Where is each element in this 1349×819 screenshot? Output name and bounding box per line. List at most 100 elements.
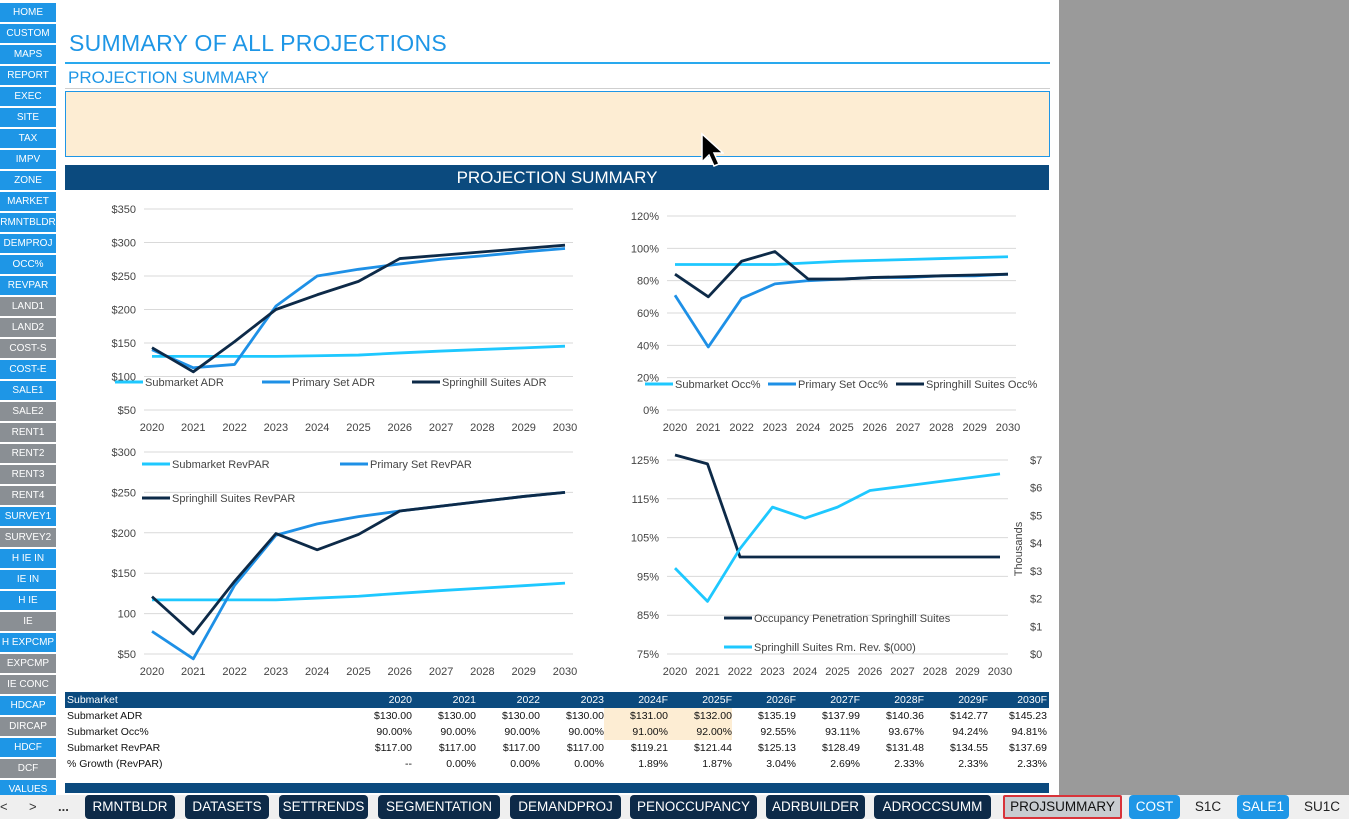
- sidebar-item-zone[interactable]: ZONE: [0, 171, 56, 192]
- sidebar-item-hdcap[interactable]: HDCAP: [0, 696, 56, 717]
- table-cell[interactable]: $117.00: [502, 742, 540, 754]
- sidebar-item-maps[interactable]: MAPS: [0, 45, 56, 66]
- sidebar-item-rent4[interactable]: RENT4: [0, 486, 56, 507]
- tab-sale1[interactable]: SALE1: [1237, 795, 1289, 819]
- sidebar-item-hdcf[interactable]: HDCF: [0, 738, 56, 759]
- table-cell[interactable]: 92.00%: [668, 724, 732, 740]
- sidebar-item-expcmp[interactable]: EXPCMP: [0, 654, 56, 675]
- table-cell[interactable]: 93.11%: [825, 726, 860, 738]
- tab-scroll-right-icon[interactable]: >: [29, 799, 37, 814]
- sidebar-item-cost-s[interactable]: COST-S: [0, 339, 56, 360]
- table-cell[interactable]: 90.00%: [504, 726, 540, 738]
- sidebar-item-h-ie-in[interactable]: H IE IN: [0, 549, 56, 570]
- table-cell[interactable]: $145.23: [1009, 710, 1047, 722]
- sidebar-item-h-ie[interactable]: H IE: [0, 591, 56, 612]
- tab-s1c[interactable]: S1C: [1194, 799, 1222, 814]
- sidebar-item-ie[interactable]: IE: [0, 612, 56, 633]
- sidebar-item-rent2[interactable]: RENT2: [0, 444, 56, 465]
- sidebar-item-impv[interactable]: IMPV: [0, 150, 56, 171]
- tab-settrends[interactable]: SETTRENDS: [279, 795, 368, 819]
- tab-demandproj[interactable]: DEMANDPROJ: [510, 795, 621, 819]
- tab-datasets[interactable]: DATASETS: [185, 795, 269, 819]
- sidebar-item-occ-[interactable]: OCC%: [0, 255, 56, 276]
- notes-box[interactable]: [65, 91, 1050, 157]
- sidebar-item-cost-e[interactable]: COST-E: [0, 360, 56, 381]
- table-cell[interactable]: $137.99: [822, 710, 860, 722]
- sidebar-item-land2[interactable]: LAND2: [0, 318, 56, 339]
- table-cell[interactable]: $131.48: [886, 742, 924, 754]
- table-cell[interactable]: 2.33%: [958, 758, 988, 770]
- tab-penoccupancy[interactable]: PENOCCUPANCY: [630, 795, 757, 819]
- table-cell[interactable]: 94.24%: [952, 726, 988, 738]
- sidebar-item-ie-conc[interactable]: IE CONC: [0, 675, 56, 696]
- sidebar-item-land1[interactable]: LAND1: [0, 297, 56, 318]
- x-tick-label: 2027: [896, 422, 920, 434]
- table-cell[interactable]: 1.87%: [702, 758, 732, 770]
- sidebar-item-demproj[interactable]: DEMPROJ: [0, 234, 56, 255]
- tab-adrbuilder[interactable]: ADRBUILDER: [766, 795, 865, 819]
- sidebar-item-tax[interactable]: TAX: [0, 129, 56, 150]
- sidebar-item-dircap[interactable]: DIRCAP: [0, 717, 56, 738]
- table-cell[interactable]: 92.55%: [760, 726, 796, 738]
- tab-projsummary[interactable]: PROJSUMMARY: [1003, 795, 1122, 819]
- table-cell[interactable]: 94.81%: [1011, 726, 1047, 738]
- table-cell[interactable]: $117.00: [438, 742, 476, 754]
- table-cell[interactable]: 1.89%: [638, 758, 668, 770]
- table-cell[interactable]: $125.13: [758, 742, 796, 754]
- table-cell[interactable]: 0.00%: [574, 758, 604, 770]
- table-cell[interactable]: $130.00: [502, 710, 540, 722]
- sidebar-item-ie-in[interactable]: IE IN: [0, 570, 56, 591]
- table-cell[interactable]: 0.00%: [446, 758, 476, 770]
- tab-su1c[interactable]: SU1C: [1303, 799, 1340, 814]
- table-cell[interactable]: 91.00%: [604, 724, 668, 740]
- tab-segmentation[interactable]: SEGMENTATION: [378, 795, 500, 819]
- table-cell[interactable]: $130.00: [438, 710, 476, 722]
- table-cell[interactable]: $132.00: [668, 708, 732, 724]
- sidebar-item-rent3[interactable]: RENT3: [0, 465, 56, 486]
- tab-adroccsumm[interactable]: ADROCCSUMM: [874, 795, 991, 819]
- sidebar-item-h-expcmp[interactable]: H EXPCMP: [0, 633, 56, 654]
- tab-scroll-left-icon[interactable]: <: [0, 799, 8, 814]
- table-cell[interactable]: $128.49: [822, 742, 860, 754]
- sidebar-item-rmntbldr[interactable]: RMNTBLDR: [0, 213, 56, 234]
- table-cell[interactable]: $142.77: [950, 710, 988, 722]
- more-tabs-icon[interactable]: ...: [58, 799, 69, 814]
- sidebar-item-survey1[interactable]: SURVEY1: [0, 507, 56, 528]
- sidebar-item-survey2[interactable]: SURVEY2: [0, 528, 56, 549]
- table-cell[interactable]: $117.00: [566, 742, 604, 754]
- sidebar-item-revpar[interactable]: REVPAR: [0, 276, 56, 297]
- tab-cost[interactable]: COST: [1129, 795, 1180, 819]
- table-cell[interactable]: $134.55: [950, 742, 988, 754]
- table-cell[interactable]: 90.00%: [376, 726, 412, 738]
- table-cell[interactable]: 2.69%: [830, 758, 860, 770]
- table-cell[interactable]: 90.00%: [440, 726, 476, 738]
- table-cell[interactable]: $137.69: [1009, 742, 1047, 754]
- table-cell[interactable]: 3.04%: [766, 758, 796, 770]
- table-cell[interactable]: $117.00: [374, 742, 412, 754]
- sidebar-item-report[interactable]: REPORT: [0, 66, 56, 87]
- table-cell[interactable]: $119.21: [630, 742, 668, 754]
- table-cell[interactable]: --: [405, 758, 412, 770]
- sidebar-item-rent1[interactable]: RENT1: [0, 423, 56, 444]
- sidebar-item-home[interactable]: HOME: [0, 3, 56, 24]
- table-cell[interactable]: $130.00: [374, 710, 412, 722]
- table-cell[interactable]: $135.19: [758, 710, 796, 722]
- table-cell[interactable]: $130.00: [566, 710, 604, 722]
- table-cell[interactable]: 2.33%: [1017, 758, 1047, 770]
- table-cell[interactable]: $121.44: [694, 742, 732, 754]
- sidebar-item-sale1[interactable]: SALE1: [0, 381, 56, 402]
- sidebar-item-dcf[interactable]: DCF: [0, 759, 56, 780]
- table-cell[interactable]: 93.67%: [888, 726, 924, 738]
- sidebar-item-custom[interactable]: CUSTOM: [0, 24, 56, 45]
- table-cell[interactable]: 0.00%: [510, 758, 540, 770]
- sidebar-item-site[interactable]: SITE: [0, 108, 56, 129]
- sidebar-item-sale2[interactable]: SALE2: [0, 402, 56, 423]
- tab-rmntbldr[interactable]: RMNTBLDR: [85, 795, 175, 819]
- table-cell[interactable]: 90.00%: [568, 726, 604, 738]
- table-cell[interactable]: 2.33%: [894, 758, 924, 770]
- sidebar-item-market[interactable]: MARKET: [0, 192, 56, 213]
- table-cell[interactable]: $140.36: [886, 710, 924, 722]
- table-header-cell: 2026F: [766, 694, 796, 706]
- sidebar-item-exec[interactable]: EXEC: [0, 87, 56, 108]
- table-cell[interactable]: $131.00: [604, 708, 668, 724]
